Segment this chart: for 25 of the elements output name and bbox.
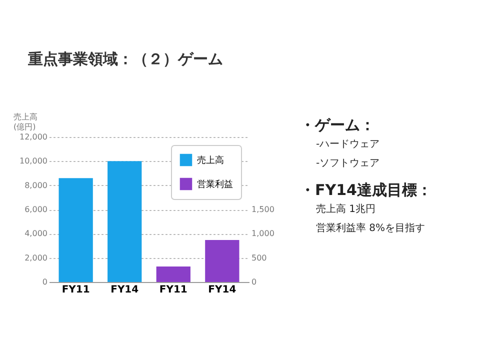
x-tick-label: FY11 (159, 284, 188, 296)
text: 営業利益率 8%を目指す (315, 222, 426, 236)
text: -ソフトウェア (315, 157, 381, 171)
y-tick-label: 4,000 (24, 229, 48, 238)
text: ・ゲーム： (300, 116, 376, 135)
x-tick-label: FY14 (208, 284, 236, 296)
x-tick-label: FY11 (62, 284, 90, 296)
x-tick-label: FY14 (110, 284, 139, 296)
text: -ハードウェア (315, 138, 381, 152)
text: 売上高 1兆円 (315, 202, 377, 217)
legend-label: 売上高 (197, 155, 224, 166)
y-tick-label: 6,000 (24, 205, 48, 214)
y2-tick-label: 1,500 (252, 205, 274, 214)
y-tick-label: 8,000 (24, 180, 48, 190)
chart-title: 重点事業領域：（２）ゲーム (28, 50, 223, 69)
text: ・FY14達成目標： (300, 181, 432, 200)
y-tick-label: 10,000 (20, 156, 48, 166)
y-tick-label: 12,000 (20, 132, 48, 142)
y2-tick-label: 500 (252, 253, 267, 262)
y-tick-label: 0 (42, 278, 48, 286)
y-axis-title: 売上高 (億円) (14, 112, 38, 132)
y2-tick-label: 0 (252, 278, 257, 286)
legend-label: 営業利益 (197, 179, 233, 190)
y-tick-label: 2,000 (24, 253, 48, 262)
y2-tick-label: 1,000 (252, 229, 274, 238)
